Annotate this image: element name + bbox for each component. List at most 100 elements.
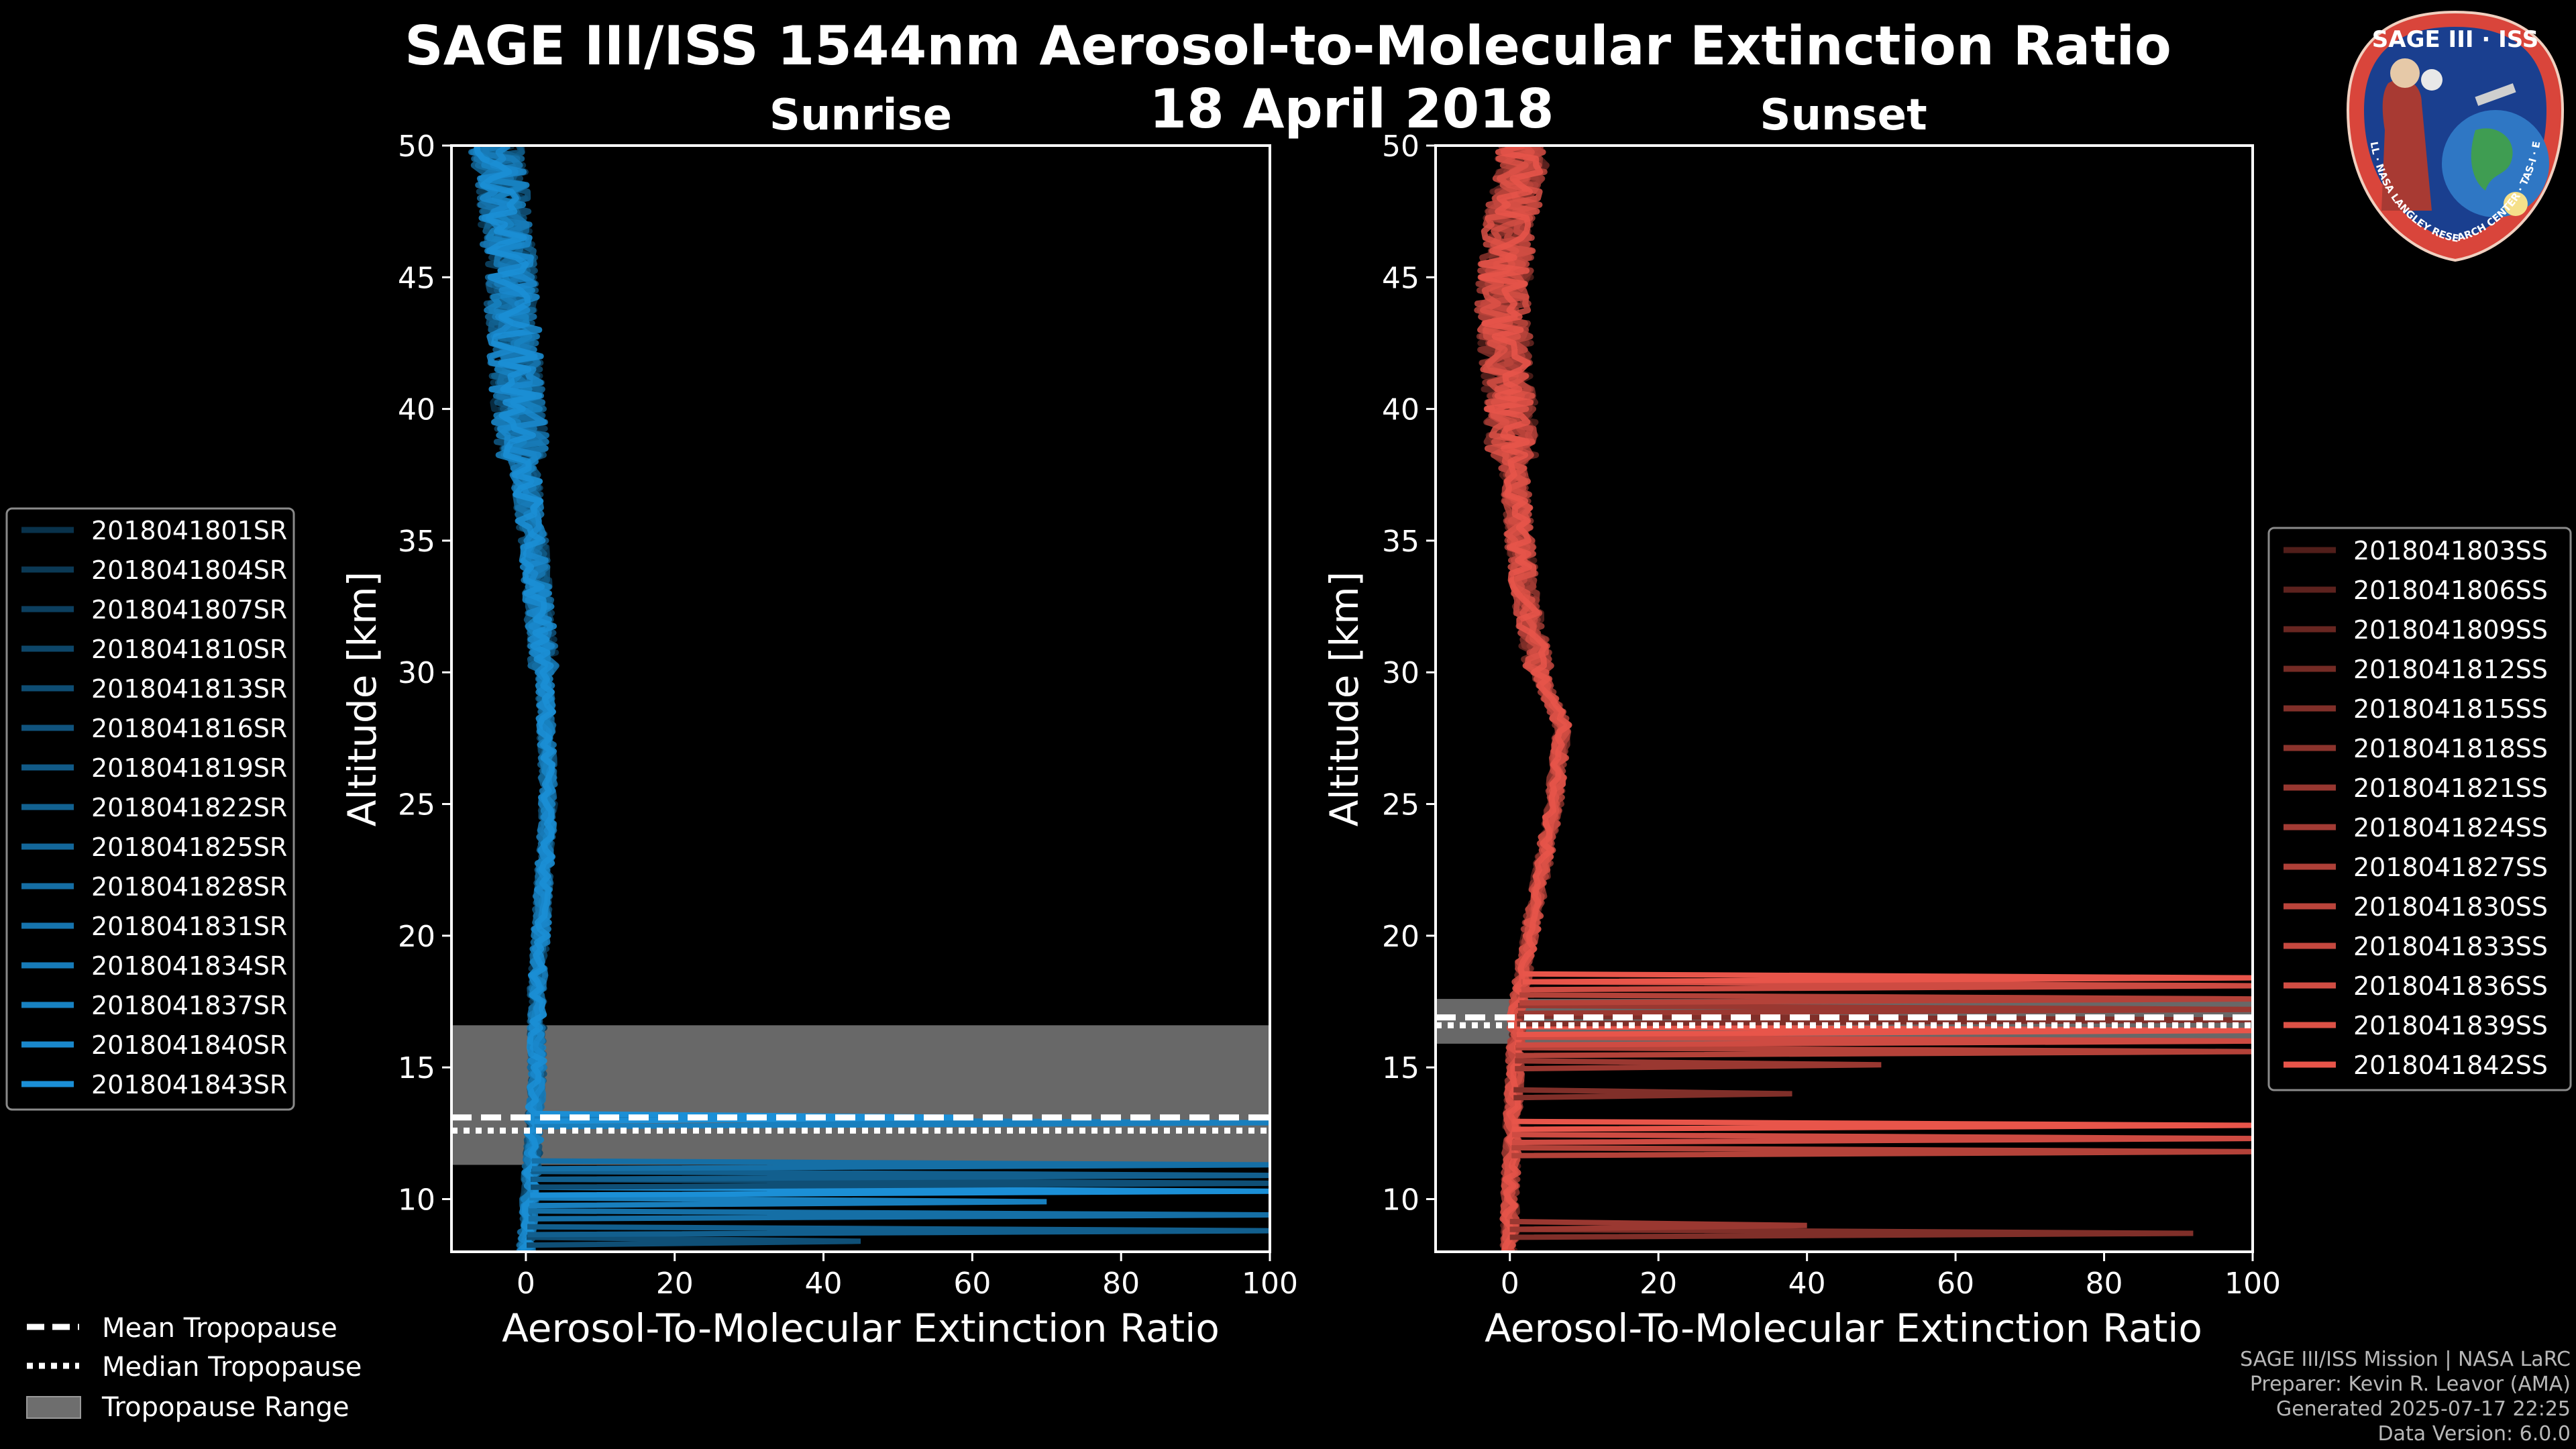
legend-label-2018041833SS: 2018041833SS bbox=[2353, 932, 2548, 961]
figure-date: 18 April 2018 bbox=[1149, 78, 1554, 140]
logo-moon bbox=[2421, 69, 2443, 91]
y-tick-label: 35 bbox=[1382, 525, 1419, 559]
legend-label-2018041837SR: 2018041837SR bbox=[91, 991, 287, 1020]
profile-spike bbox=[529, 1195, 1047, 1209]
sunset-plot: 0 20 40 60 80 100 10 15 20 25 30 35 40 45 50 bbox=[1382, 129, 2281, 1301]
legend-label-2018041819SR: 2018041819SR bbox=[91, 753, 287, 783]
sunrise-plot: 0 20 40 60 80 100 10 15 20 25 30 35 40 45 50 bbox=[398, 129, 1298, 1301]
profile-line-2018041843SR bbox=[474, 146, 557, 1252]
legend-label-2018041806SS: 2018041806SS bbox=[2353, 576, 2548, 605]
legend-label-2018041828SR: 2018041828SR bbox=[91, 872, 287, 902]
logo-continent bbox=[2471, 128, 2513, 191]
plot-area bbox=[451, 146, 1270, 1252]
sunrise-xlabel: Aerosol-To-Molecular Extinction Ratio bbox=[502, 1305, 1220, 1351]
sunrise-legend: 2018041801SR 2018041804SR 2018041807SR 2018… bbox=[5, 507, 295, 1111]
footer-version: Data Version: 6.0.0 bbox=[2377, 1422, 2571, 1446]
profile-spike bbox=[1519, 992, 2253, 1006]
sage-iii-iss-mission-logo: SAGE III · ISS BALL · NASA LANGLEY RESEA… bbox=[2341, 9, 2565, 262]
sunset-panel-title: Sunset bbox=[1760, 91, 1927, 140]
tropopause-range-band bbox=[451, 1025, 1270, 1165]
y-tick-label: 10 bbox=[1382, 1183, 1419, 1217]
profile-spike bbox=[1513, 1087, 1792, 1101]
x-tick-label: 20 bbox=[656, 1267, 694, 1301]
profile-spike bbox=[1511, 1144, 2253, 1159]
legend-label-2018041810SR: 2018041810SR bbox=[91, 635, 287, 664]
legend-label-2018041840SR: 2018041840SR bbox=[91, 1030, 287, 1060]
x-tick-label: 40 bbox=[805, 1267, 843, 1301]
legend-frame bbox=[5, 507, 295, 1111]
legend-label-2018041834SR: 2018041834SR bbox=[91, 951, 287, 981]
legend-label-2018041801SR: 2018041801SR bbox=[91, 516, 287, 545]
legend-label-2018041821SS: 2018041821SS bbox=[2353, 773, 2548, 803]
legend-label-2018041812SS: 2018041812SS bbox=[2353, 655, 2548, 684]
legend-label-2018041824SS: 2018041824SS bbox=[2353, 813, 2548, 843]
y-tick-label: 50 bbox=[398, 129, 435, 164]
profile-spike bbox=[1515, 1044, 2253, 1059]
profile-spike bbox=[1512, 1118, 2253, 1132]
legend-label-2018041807SR: 2018041807SR bbox=[91, 595, 287, 625]
legend-label-2018041822SR: 2018041822SR bbox=[91, 793, 287, 822]
legend-label-2018041836SS: 2018041836SS bbox=[2353, 971, 2548, 1001]
legend-label-2018041813SR: 2018041813SR bbox=[91, 674, 287, 704]
y-tick-label: 50 bbox=[1382, 129, 1419, 164]
profile-spike bbox=[1511, 1132, 2253, 1146]
x-tick-label: 80 bbox=[2086, 1267, 2123, 1301]
sunrise-panel-title: Sunrise bbox=[769, 91, 952, 140]
mean-tropopause-label: Mean Tropopause bbox=[102, 1313, 337, 1344]
y-tick-label: 40 bbox=[1382, 393, 1419, 427]
plot-area bbox=[1436, 146, 2253, 1252]
legend-label-2018041815SS: 2018041815SS bbox=[2353, 694, 2548, 724]
legend-label-2018041803SS: 2018041803SS bbox=[2353, 536, 2548, 566]
legend-frame bbox=[2267, 527, 2572, 1091]
footer-preparer: Preparer: Kevin R. Leavor (AMA) bbox=[2249, 1373, 2571, 1396]
profile-spike bbox=[1509, 1218, 1807, 1232]
sunset-xlabel: Aerosol-To-Molecular Extinction Ratio bbox=[1485, 1305, 2202, 1351]
legend-label-2018041809SS: 2018041809SS bbox=[2353, 615, 2548, 645]
y-tick-label: 45 bbox=[1382, 261, 1419, 295]
footer-mission: SAGE III/ISS Mission | NASA LaRC bbox=[2240, 1348, 2571, 1371]
sunset-ylabel: Altitude [km] bbox=[1322, 572, 1367, 826]
legend-label-2018041825SR: 2018041825SR bbox=[91, 833, 287, 862]
x-tick-label: 60 bbox=[953, 1267, 991, 1301]
y-tick-label: 25 bbox=[1382, 788, 1419, 822]
legend-label-2018041827SS: 2018041827SS bbox=[2353, 853, 2548, 882]
y-tick-label: 40 bbox=[398, 393, 435, 427]
legend-label-2018041831SR: 2018041831SR bbox=[91, 912, 287, 941]
plot-frame bbox=[450, 144, 1271, 1253]
y-tick-label: 30 bbox=[1382, 656, 1419, 690]
x-tick-label: 20 bbox=[1640, 1267, 1677, 1301]
profile-spike bbox=[526, 1234, 861, 1248]
y-tick-label: 15 bbox=[1382, 1051, 1419, 1085]
footer-generated: Generated 2025-07-17 22:25 bbox=[2275, 1397, 2571, 1421]
x-tick-label: 0 bbox=[1501, 1267, 1519, 1301]
x-tick-label: 100 bbox=[1242, 1267, 1298, 1301]
legend-label-2018041816SR: 2018041816SR bbox=[91, 714, 287, 743]
legend-label-2018041839SS: 2018041839SS bbox=[2353, 1011, 2548, 1040]
y-tick-label: 20 bbox=[1382, 920, 1419, 954]
logo-figure bbox=[2381, 79, 2432, 211]
logo-figure-head bbox=[2390, 58, 2420, 88]
sunset-legend: 2018041803SS 2018041806SS 2018041809SS 2018… bbox=[2267, 527, 2572, 1091]
tropopause-legend: Mean Tropopause Median Tropopause Tropop… bbox=[26, 1313, 362, 1423]
median-tropopause-label: Median Tropopause bbox=[102, 1352, 362, 1383]
tropopause-range-label: Tropopause Range bbox=[101, 1392, 350, 1423]
plot-frame bbox=[1434, 144, 2254, 1253]
y-tick-label: 30 bbox=[398, 656, 435, 690]
y-tick-label: 25 bbox=[398, 788, 435, 822]
profile-spike bbox=[1522, 971, 2253, 985]
y-tick-label: 20 bbox=[398, 920, 435, 954]
profile-spike bbox=[527, 1224, 1270, 1238]
y-tick-label: 45 bbox=[398, 261, 435, 295]
profile-line-2018041842SS bbox=[1478, 146, 1572, 1252]
x-tick-label: 60 bbox=[1937, 1267, 1974, 1301]
footer-credits: SAGE III/ISS Mission | NASA LaRC Prepare… bbox=[2240, 1347, 2571, 1446]
profile-spike bbox=[1515, 1058, 1882, 1072]
legend-label-2018041843SR: 2018041843SR bbox=[91, 1070, 287, 1099]
sunrise-ylabel: Altitude [km] bbox=[339, 572, 385, 826]
y-tick-label: 15 bbox=[398, 1051, 435, 1085]
legend-label-2018041842SS: 2018041842SS bbox=[2353, 1051, 2548, 1080]
profile-spike bbox=[531, 1169, 1270, 1183]
profile-spike bbox=[1515, 1034, 2253, 1048]
tropopause-range-swatch bbox=[26, 1396, 81, 1419]
